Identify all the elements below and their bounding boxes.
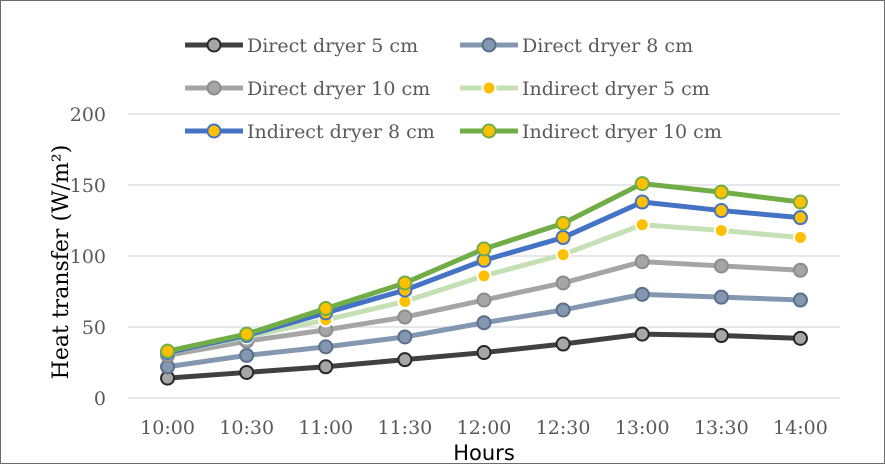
x-tick-label: 13:00: [615, 417, 670, 439]
legend-item: Indirect dryer 8 cm: [185, 121, 435, 143]
data-point: [634, 176, 650, 192]
y-tick-label: 0: [94, 388, 106, 410]
legend-label: Indirect dryer 5 cm: [522, 78, 710, 100]
x-tick-label: 11:30: [378, 417, 433, 439]
data-point: [792, 292, 808, 308]
data-point: [476, 268, 492, 284]
data-point: [239, 364, 255, 380]
x-tick-label: 10:30: [219, 417, 274, 439]
legend-label: Indirect dryer 8 cm: [247, 121, 435, 143]
legend-marker: [481, 123, 497, 139]
data-point: [792, 262, 808, 278]
data-point: [476, 292, 492, 308]
data-point: [555, 247, 571, 263]
x-tick-label: 12:30: [536, 417, 591, 439]
legend-label: Indirect dryer 10 cm: [522, 121, 722, 143]
data-point: [318, 359, 334, 375]
legend-item: Direct dryer 10 cm: [185, 78, 430, 100]
y-tick-label: 150: [70, 175, 106, 197]
data-point: [792, 330, 808, 346]
y-tick-label: 50: [82, 317, 106, 339]
x-axis-ticks: 10:00 10:30 11:00 11:30 12:00 12:30 13:00 13:30…: [140, 417, 828, 439]
data-point: [318, 339, 334, 355]
legend-item: Direct dryer 5 cm: [185, 35, 418, 57]
data-point: [713, 203, 729, 219]
y-axis-label: Heat transfer (W/m²): [49, 145, 74, 380]
data-point: [318, 301, 334, 317]
data-point: [555, 336, 571, 352]
data-point: [713, 184, 729, 200]
data-point: [792, 230, 808, 246]
legend-marker: [481, 80, 497, 96]
x-tick-label: 10:00: [140, 417, 195, 439]
legend-marker: [481, 37, 497, 53]
data-point: [397, 352, 413, 368]
data-point: [160, 343, 176, 359]
data-point: [555, 230, 571, 246]
data-point: [634, 254, 650, 270]
legend-item: Indirect dryer 5 cm: [460, 78, 710, 100]
data-point: [239, 347, 255, 363]
legend: Direct dryer 5 cm Direct dryer 8 cm Direct…: [185, 35, 722, 143]
x-tick-label: 11:00: [298, 417, 353, 439]
data-point: [476, 345, 492, 361]
legend-label: Direct dryer 8 cm: [522, 35, 693, 57]
data-point: [792, 210, 808, 226]
legend-item: Indirect dryer 10 cm: [460, 121, 722, 143]
data-point: [476, 241, 492, 257]
data-point: [713, 222, 729, 238]
data-point: [397, 275, 413, 291]
data-point: [634, 217, 650, 233]
series-1: [160, 326, 808, 386]
x-tick-label: 12:00: [457, 417, 512, 439]
x-tick-label: 14:00: [773, 417, 828, 439]
data-point: [713, 289, 729, 305]
y-tick-label: 200: [70, 104, 106, 126]
legend-label: Direct dryer 10 cm: [247, 78, 430, 100]
data-point: [713, 328, 729, 344]
data-point: [397, 329, 413, 345]
series-lines: [160, 176, 808, 386]
y-tick-label: 100: [70, 246, 106, 268]
data-point: [634, 194, 650, 210]
data-point: [397, 309, 413, 325]
data-point: [555, 302, 571, 318]
data-point: [555, 215, 571, 231]
data-point: [634, 326, 650, 342]
x-tick-label: 13:30: [694, 417, 749, 439]
data-point: [792, 194, 808, 210]
data-point: [555, 275, 571, 291]
series-6: [160, 176, 808, 359]
legend-marker: [206, 80, 222, 96]
legend-item: Direct dryer 8 cm: [460, 35, 693, 57]
x-axis-label: Hours: [453, 441, 515, 464]
y-axis-ticks: 0 50 100 150 200: [70, 104, 106, 410]
legend-marker: [206, 37, 222, 53]
data-point: [239, 326, 255, 342]
data-point: [476, 315, 492, 331]
data-point: [634, 286, 650, 302]
legend-marker: [206, 123, 222, 139]
data-point: [713, 258, 729, 274]
legend-label: Direct dryer 5 cm: [247, 35, 418, 57]
